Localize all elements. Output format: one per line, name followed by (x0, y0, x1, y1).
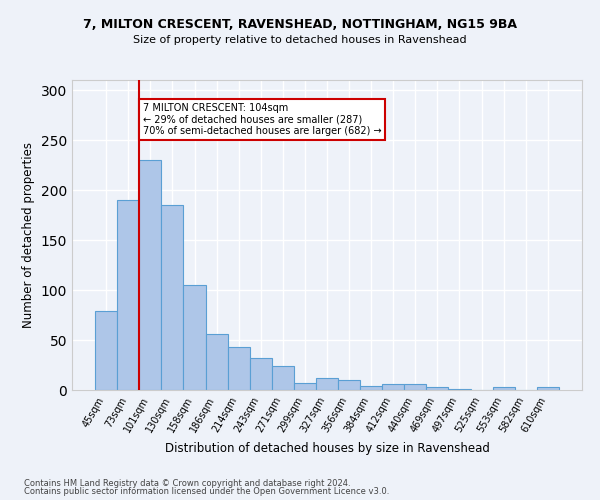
Text: 7 MILTON CRESCENT: 104sqm
← 29% of detached houses are smaller (287)
70% of semi: 7 MILTON CRESCENT: 104sqm ← 29% of detac… (143, 103, 381, 136)
Bar (250, 358, 272, 390)
Bar (206, 334, 227, 390)
Bar (95, 311, 117, 390)
Bar (448, 389, 470, 390)
Bar (316, 378, 338, 390)
Bar (360, 386, 382, 390)
Bar (404, 384, 427, 390)
Bar (161, 205, 184, 390)
Bar (294, 383, 316, 390)
Text: 7, MILTON CRESCENT, RAVENSHEAD, NOTTINGHAM, NG15 9BA: 7, MILTON CRESCENT, RAVENSHEAD, NOTTINGH… (83, 18, 517, 30)
Bar (272, 366, 294, 390)
Text: Contains HM Land Registry data © Crown copyright and database right 2024.: Contains HM Land Registry data © Crown c… (24, 478, 350, 488)
Bar (382, 384, 404, 390)
Bar (338, 380, 360, 390)
Bar (493, 387, 515, 390)
Text: Contains public sector information licensed under the Open Government Licence v3: Contains public sector information licen… (24, 487, 389, 496)
Bar (117, 200, 139, 390)
Bar (227, 347, 250, 390)
Bar (537, 387, 559, 390)
Text: Size of property relative to detached houses in Ravenshead: Size of property relative to detached ho… (133, 35, 467, 45)
Bar (427, 387, 448, 390)
Bar (139, 160, 161, 390)
Y-axis label: Number of detached properties: Number of detached properties (22, 142, 35, 328)
Bar (184, 285, 206, 390)
X-axis label: Distribution of detached houses by size in Ravenshead: Distribution of detached houses by size … (164, 442, 490, 456)
